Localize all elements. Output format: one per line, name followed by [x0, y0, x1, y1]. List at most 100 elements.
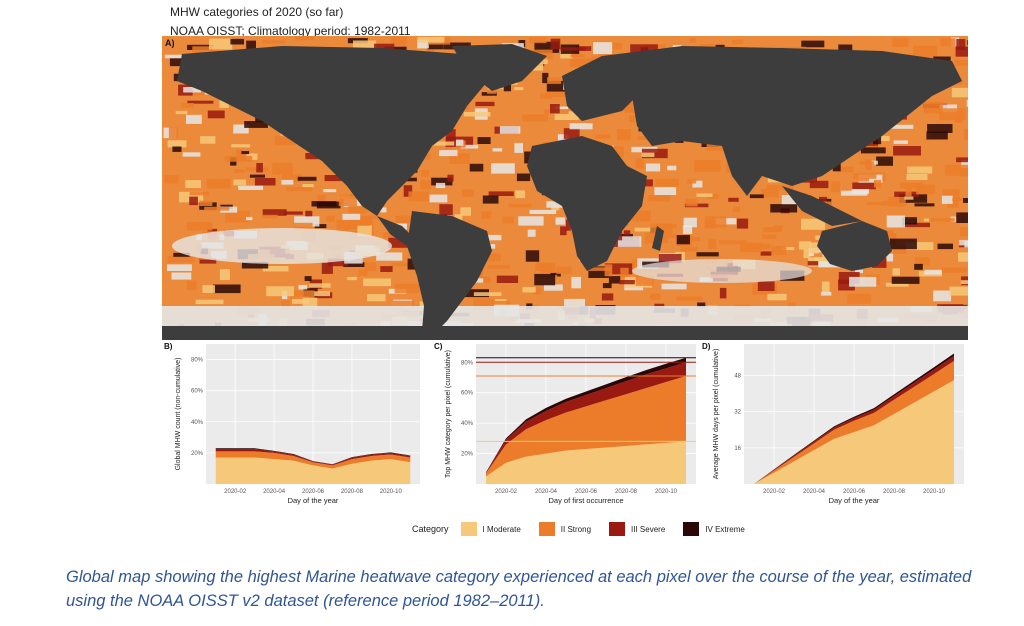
- map-panel-label: A): [165, 38, 175, 48]
- map-cell: [503, 84, 511, 92]
- map-cell: [916, 184, 936, 195]
- map-cell: [705, 216, 727, 228]
- map-cell: [570, 54, 585, 58]
- panel-label: B): [164, 342, 173, 351]
- map-cell: [439, 150, 458, 157]
- map-cell: [234, 169, 245, 173]
- map-cell: [656, 224, 677, 228]
- map-cell: [610, 146, 624, 158]
- map-cell: [518, 216, 544, 226]
- map-cell: [601, 293, 614, 301]
- map-cell: [298, 285, 308, 290]
- map-cell: [942, 189, 960, 200]
- map-cell: [502, 216, 514, 224]
- map-cell: [555, 106, 568, 111]
- map-cell: [305, 210, 313, 217]
- map-cell: [619, 101, 635, 111]
- map-cell: [172, 146, 182, 152]
- map-cell: [368, 215, 378, 219]
- map-cell: [421, 170, 430, 177]
- map-cell: [323, 189, 337, 193]
- map-cell: [534, 41, 560, 53]
- map-cell: [527, 229, 536, 237]
- map-cell: [173, 252, 190, 257]
- legend-item: I Moderate: [460, 522, 521, 536]
- x-axis-title: Day of the year: [829, 496, 880, 505]
- map-cell: [902, 217, 917, 225]
- x-axis-title: Day of first occurrence: [548, 496, 623, 505]
- map-cell: [294, 36, 315, 41]
- map-cell: [609, 43, 623, 50]
- map-cell: [807, 261, 819, 266]
- map-cell: [966, 99, 968, 107]
- legend-swatch: [538, 522, 555, 536]
- map-cell: [207, 110, 225, 119]
- map-cell: [199, 202, 217, 210]
- map-cell: [959, 240, 968, 246]
- map-cell: [186, 114, 202, 124]
- map-cell: [374, 43, 395, 50]
- panel-label: C): [434, 342, 443, 351]
- map-cell: [283, 211, 303, 215]
- map-cell: [514, 87, 524, 91]
- map-cell: [380, 266, 393, 272]
- y-tick-label: 40%: [191, 420, 204, 426]
- map-cell: [602, 283, 612, 289]
- map-cell: [187, 100, 214, 104]
- map-cell: [801, 40, 825, 48]
- legend-label: II Strong: [560, 524, 592, 534]
- map-cell: [706, 140, 726, 151]
- map-cell: [853, 173, 877, 179]
- map-cell: [676, 235, 690, 245]
- map-cell: [515, 190, 526, 199]
- map-cell: [878, 135, 890, 142]
- map-cell: [446, 129, 456, 141]
- map-cell: [302, 184, 314, 188]
- map-cell: [522, 114, 548, 122]
- map-cell: [456, 139, 464, 146]
- map-cell: [699, 44, 715, 48]
- map-cell: [244, 121, 268, 128]
- y-tick-label: 48: [734, 374, 741, 380]
- map-cell: [546, 201, 567, 208]
- map-cell: [181, 103, 194, 108]
- map-cell: [913, 45, 938, 58]
- map-cell: [473, 298, 495, 310]
- map-cell: [550, 38, 561, 50]
- map-cell: [819, 196, 827, 206]
- map-cell: [914, 257, 930, 266]
- legend-swatch: [609, 522, 626, 536]
- map-cell: [619, 280, 635, 285]
- map-cell: [420, 180, 432, 190]
- map-cell: [696, 193, 713, 197]
- x-tick-label: 2020-10: [923, 489, 946, 495]
- map-cell: [904, 196, 914, 200]
- map-cell: [718, 240, 747, 245]
- map-cell: [944, 164, 968, 176]
- map-cell: [246, 40, 256, 51]
- map-cell: [492, 148, 503, 152]
- map-cell: [404, 177, 417, 182]
- map-cell: [840, 190, 868, 196]
- map-cell: [858, 178, 870, 182]
- map-cell: [195, 299, 224, 305]
- map-cell: [347, 276, 357, 281]
- panel-label: D): [702, 342, 711, 351]
- map-cell: [281, 179, 294, 185]
- map-cell: [667, 165, 677, 171]
- map-cell: [940, 267, 968, 273]
- area-series-3: [215, 449, 411, 466]
- map-cell: [324, 175, 348, 182]
- map-cell: [570, 58, 596, 68]
- map-cell: [893, 146, 921, 156]
- map-cell: [540, 263, 556, 273]
- map-cell: [952, 197, 963, 201]
- map-cell: [803, 249, 811, 259]
- map-cell: [937, 243, 953, 250]
- map-cell: [630, 44, 658, 56]
- map-cell: [940, 38, 956, 47]
- map-cell: [762, 227, 782, 233]
- map-cell: [551, 206, 560, 211]
- map-cell: [766, 184, 794, 190]
- y-tick-label: 20%: [461, 452, 474, 458]
